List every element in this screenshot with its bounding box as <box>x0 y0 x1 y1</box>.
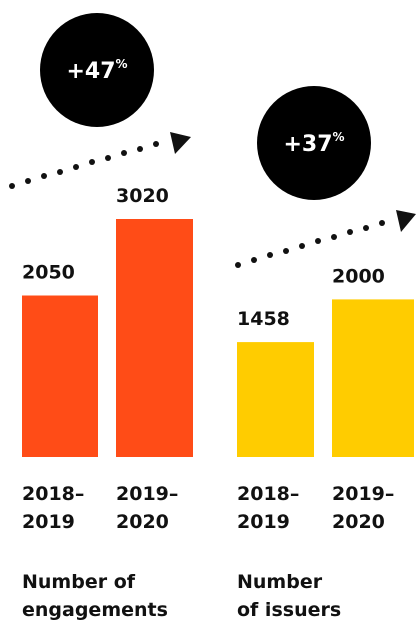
engagements-caption-line2: engagements <box>22 599 168 621</box>
trend-dot <box>251 257 257 263</box>
trend-dot <box>315 238 321 244</box>
trend-dot <box>105 155 111 161</box>
engagements-category-2019-2020-line2: 2020 <box>116 511 169 533</box>
trend-dot <box>235 262 241 268</box>
svg-text:+47%: +47% <box>66 57 127 84</box>
trend-dot <box>89 159 95 165</box>
issuers-category-2019-2020-line1: 2019– <box>332 483 394 505</box>
engagements-change-number: +47 <box>66 59 115 84</box>
trend-dot <box>283 248 289 254</box>
issuers-bar-2018-2019 <box>237 342 314 457</box>
issuers-trend-arrow <box>235 210 416 268</box>
trend-dot <box>379 220 385 226</box>
trend-dot <box>299 243 305 249</box>
trend-arrowhead <box>396 210 416 232</box>
engagements-trend-arrow <box>9 132 191 189</box>
issuers-value-2019-2020: 2000 <box>332 265 385 287</box>
issuers-chart: +37% 1458 2000 2018– 2019 2019– 2020 Num… <box>235 86 416 621</box>
trend-dot <box>331 234 337 240</box>
trend-dot <box>267 252 273 258</box>
trend-dot <box>73 164 79 170</box>
issuers-bar-2019-2020 <box>332 299 414 457</box>
trend-dot <box>153 141 159 147</box>
trend-dot <box>363 225 369 231</box>
engagements-chart: +47% 2050 3020 2018– 2019 2019– 2020 Num… <box>9 13 193 621</box>
issuers-category-2018-2019-line2: 2019 <box>237 511 290 533</box>
trend-dot <box>9 183 15 189</box>
trend-dot <box>41 173 47 179</box>
engagements-change-badge <box>40 13 154 127</box>
trend-dot <box>137 146 143 152</box>
engagements-value-2018-2019: 2050 <box>22 262 75 284</box>
issuers-category-2018-2019-line1: 2018– <box>237 483 299 505</box>
issuers-value-2018-2019: 1458 <box>237 308 290 330</box>
issuers-change-number: +37 <box>283 132 332 157</box>
engagements-bar-2019-2020 <box>116 219 193 457</box>
engagements-category-2019-2020-line1: 2019– <box>116 483 178 505</box>
issuers-change-badge <box>257 86 371 200</box>
engagements-bar-2018-2019 <box>22 295 98 457</box>
issuers-category-2019-2020-line2: 2020 <box>332 511 385 533</box>
trend-dot <box>347 229 353 235</box>
issuers-caption-line1: Number <box>237 571 323 593</box>
svg-text:+37%: +37% <box>283 130 344 157</box>
trend-dot <box>25 178 31 184</box>
issuers-change-unit: % <box>333 130 345 144</box>
trend-dot <box>121 150 127 156</box>
trend-dot <box>57 169 63 175</box>
engagements-caption-line1: Number of <box>22 571 136 593</box>
engagements-value-2019-2020: 3020 <box>116 185 169 207</box>
engagements-category-2018-2019-line2: 2019 <box>22 511 75 533</box>
trend-arrowhead <box>170 132 191 154</box>
engagements-change-unit: % <box>116 57 128 71</box>
engagements-category-2018-2019-line1: 2018– <box>22 483 84 505</box>
issuers-caption-line2: of issuers <box>237 599 341 621</box>
